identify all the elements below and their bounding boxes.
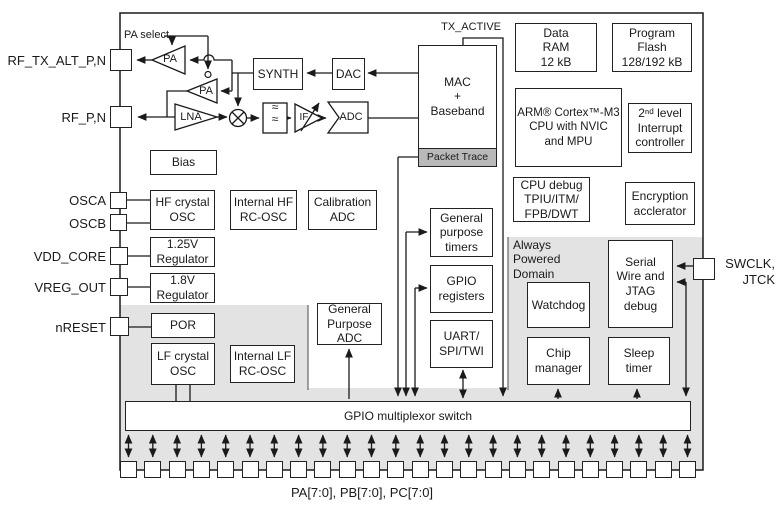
gpio-pin: [679, 461, 696, 478]
pa-amp-bottom-triangle: [185, 78, 218, 104]
if-amp-triangle: [294, 102, 324, 134]
block-interrupt-controller: 2ⁿᵈ level Interrupt controller: [628, 103, 692, 153]
gpio-pin: [265, 461, 283, 478]
gpio-pin: [484, 461, 502, 478]
gpio-pin: [630, 461, 648, 478]
gpio-pin: [120, 461, 137, 478]
packet-trace-strip: Packet Trace: [418, 148, 497, 167]
block-arm-cpu: ARM® Cortex™-M3 CPU with NVIC and MPU: [515, 88, 622, 167]
gpio-pin: [192, 461, 210, 478]
gpio-pin: [144, 461, 162, 478]
lna-label: LNA: [180, 111, 202, 123]
pin-label-oscb: OSCB: [69, 216, 106, 231]
always-powered-domain-label: Always Powered Domain: [513, 238, 561, 281]
tx-synth-wires: [232, 69, 418, 107]
block-general-purpose-adc: General Purpose ADC: [317, 302, 382, 345]
pin-rf-tx-alt: [110, 49, 132, 71]
block-internal-lf-rc-osc: Internal LF RC-OSC: [230, 345, 295, 383]
block-internal-hf-rc-osc: Internal HF RC-OSC: [230, 190, 297, 230]
gpio-pin: [654, 461, 672, 478]
gpio-pin: [168, 461, 186, 478]
gpio-pin: [533, 461, 551, 478]
tx-active-label: TX_ACTIVE: [441, 21, 501, 33]
pin-vdd-core: [110, 247, 128, 265]
block-1v8-regulator: 1.8V Regulator: [150, 273, 215, 303]
gpio-pin: [314, 461, 332, 478]
block-chip-manager: Chip manager: [527, 337, 590, 385]
if-filter-icon: ≈ ≈: [271, 100, 279, 126]
block-synth: SYNTH: [253, 58, 303, 90]
block-1v25-regulator: 1.25V Regulator: [150, 237, 215, 267]
gpio-pin: [460, 461, 478, 478]
gpio-pin: [387, 461, 405, 478]
gpio-pin: [338, 461, 356, 478]
if-gain-arrow: [300, 102, 320, 132]
pin-osca: [110, 192, 127, 209]
block-por: POR: [151, 313, 215, 338]
gpio-pin: [290, 461, 308, 478]
if-amp-label: IF: [299, 112, 309, 123]
pin-swclk-jtck: [693, 258, 715, 280]
block-calibration-adc: Calibration ADC: [308, 190, 377, 230]
rf-adc-symbol: [326, 101, 369, 134]
pa-select-label: PA select: [124, 29, 170, 41]
block-watchdog: Watchdog: [527, 282, 590, 328]
if-filter-box: [262, 102, 288, 134]
gpio-pin: [411, 461, 429, 478]
gpio-pin: [363, 461, 380, 478]
pin-label-vreg-out: VREG_OUT: [34, 280, 106, 295]
pa-top-label: PA: [163, 53, 177, 65]
gpio-pin: [217, 461, 235, 478]
pin-nreset: [110, 317, 129, 336]
bus-wires: [175, 37, 693, 401]
pa-feed-wires: [136, 54, 233, 117]
gpio-pin: [557, 461, 575, 478]
pin-label-swclk-jtck: SWCLK, JTCK: [725, 256, 775, 288]
block-general-purpose-timers: General purpose timers: [430, 208, 493, 257]
block-gpio-mux: GPIO multiplexor switch: [125, 401, 691, 431]
pa-select-wires: [164, 35, 212, 79]
pin-rf-pn: [110, 106, 132, 128]
pa-amp-top-triangle: [150, 45, 186, 75]
block-serial-wire-jtag: Serial Wire and JTAG debug: [608, 240, 673, 328]
block-uart-spi-twi: UART/ SPI/TWI: [430, 320, 493, 368]
rf-adc-label: ADC: [339, 111, 363, 123]
gpio-pin: [436, 461, 453, 478]
block-gpio-registers: GPIO registers: [430, 265, 493, 313]
pin-label-osca: OSCA: [69, 193, 106, 208]
gpio-pin: [241, 461, 259, 478]
pa-bottom-label: PA: [199, 85, 213, 97]
block-encryption-accelerator: Encryption acclerator: [625, 182, 695, 225]
block-data-ram: Data RAM 12 kB: [515, 23, 597, 72]
block-sleep-timer: Sleep timer: [608, 337, 670, 385]
pin-label-rf-tx-alt: RF_TX_ALT_P,N: [7, 53, 106, 68]
block-lf-crystal-osc: LF crystal OSC: [151, 343, 215, 385]
left-pin-stubs: [127, 199, 151, 328]
gpio-pin: [606, 461, 624, 478]
block-bias: Bias: [150, 150, 217, 175]
pin-label-rf-pn: RF_P,N: [61, 110, 106, 125]
pin-vreg-out: [110, 278, 128, 296]
gpio-pin: [508, 461, 526, 478]
gpio-pin-arrows: [124, 434, 692, 458]
gpio-ports-label: PA[7:0], PB[7:0], PC[7:0]: [290, 485, 434, 500]
mixer-icon: [228, 108, 248, 128]
block-hf-crystal-osc: HF crystal OSC: [150, 190, 215, 230]
pin-label-vdd-core: VDD_CORE: [33, 249, 106, 264]
block-cpu-debug: CPU debug TPIU/ITM/ FPB/DWT: [513, 177, 590, 222]
gpio-pin: [581, 461, 599, 478]
block-dac: DAC: [332, 58, 365, 90]
pin-oscb: [110, 214, 127, 231]
block-program-flash: Program Flash 128/192 kB: [612, 23, 692, 72]
chip-boundary: [119, 12, 704, 471]
pin-label-nreset: nRESET: [55, 320, 106, 335]
